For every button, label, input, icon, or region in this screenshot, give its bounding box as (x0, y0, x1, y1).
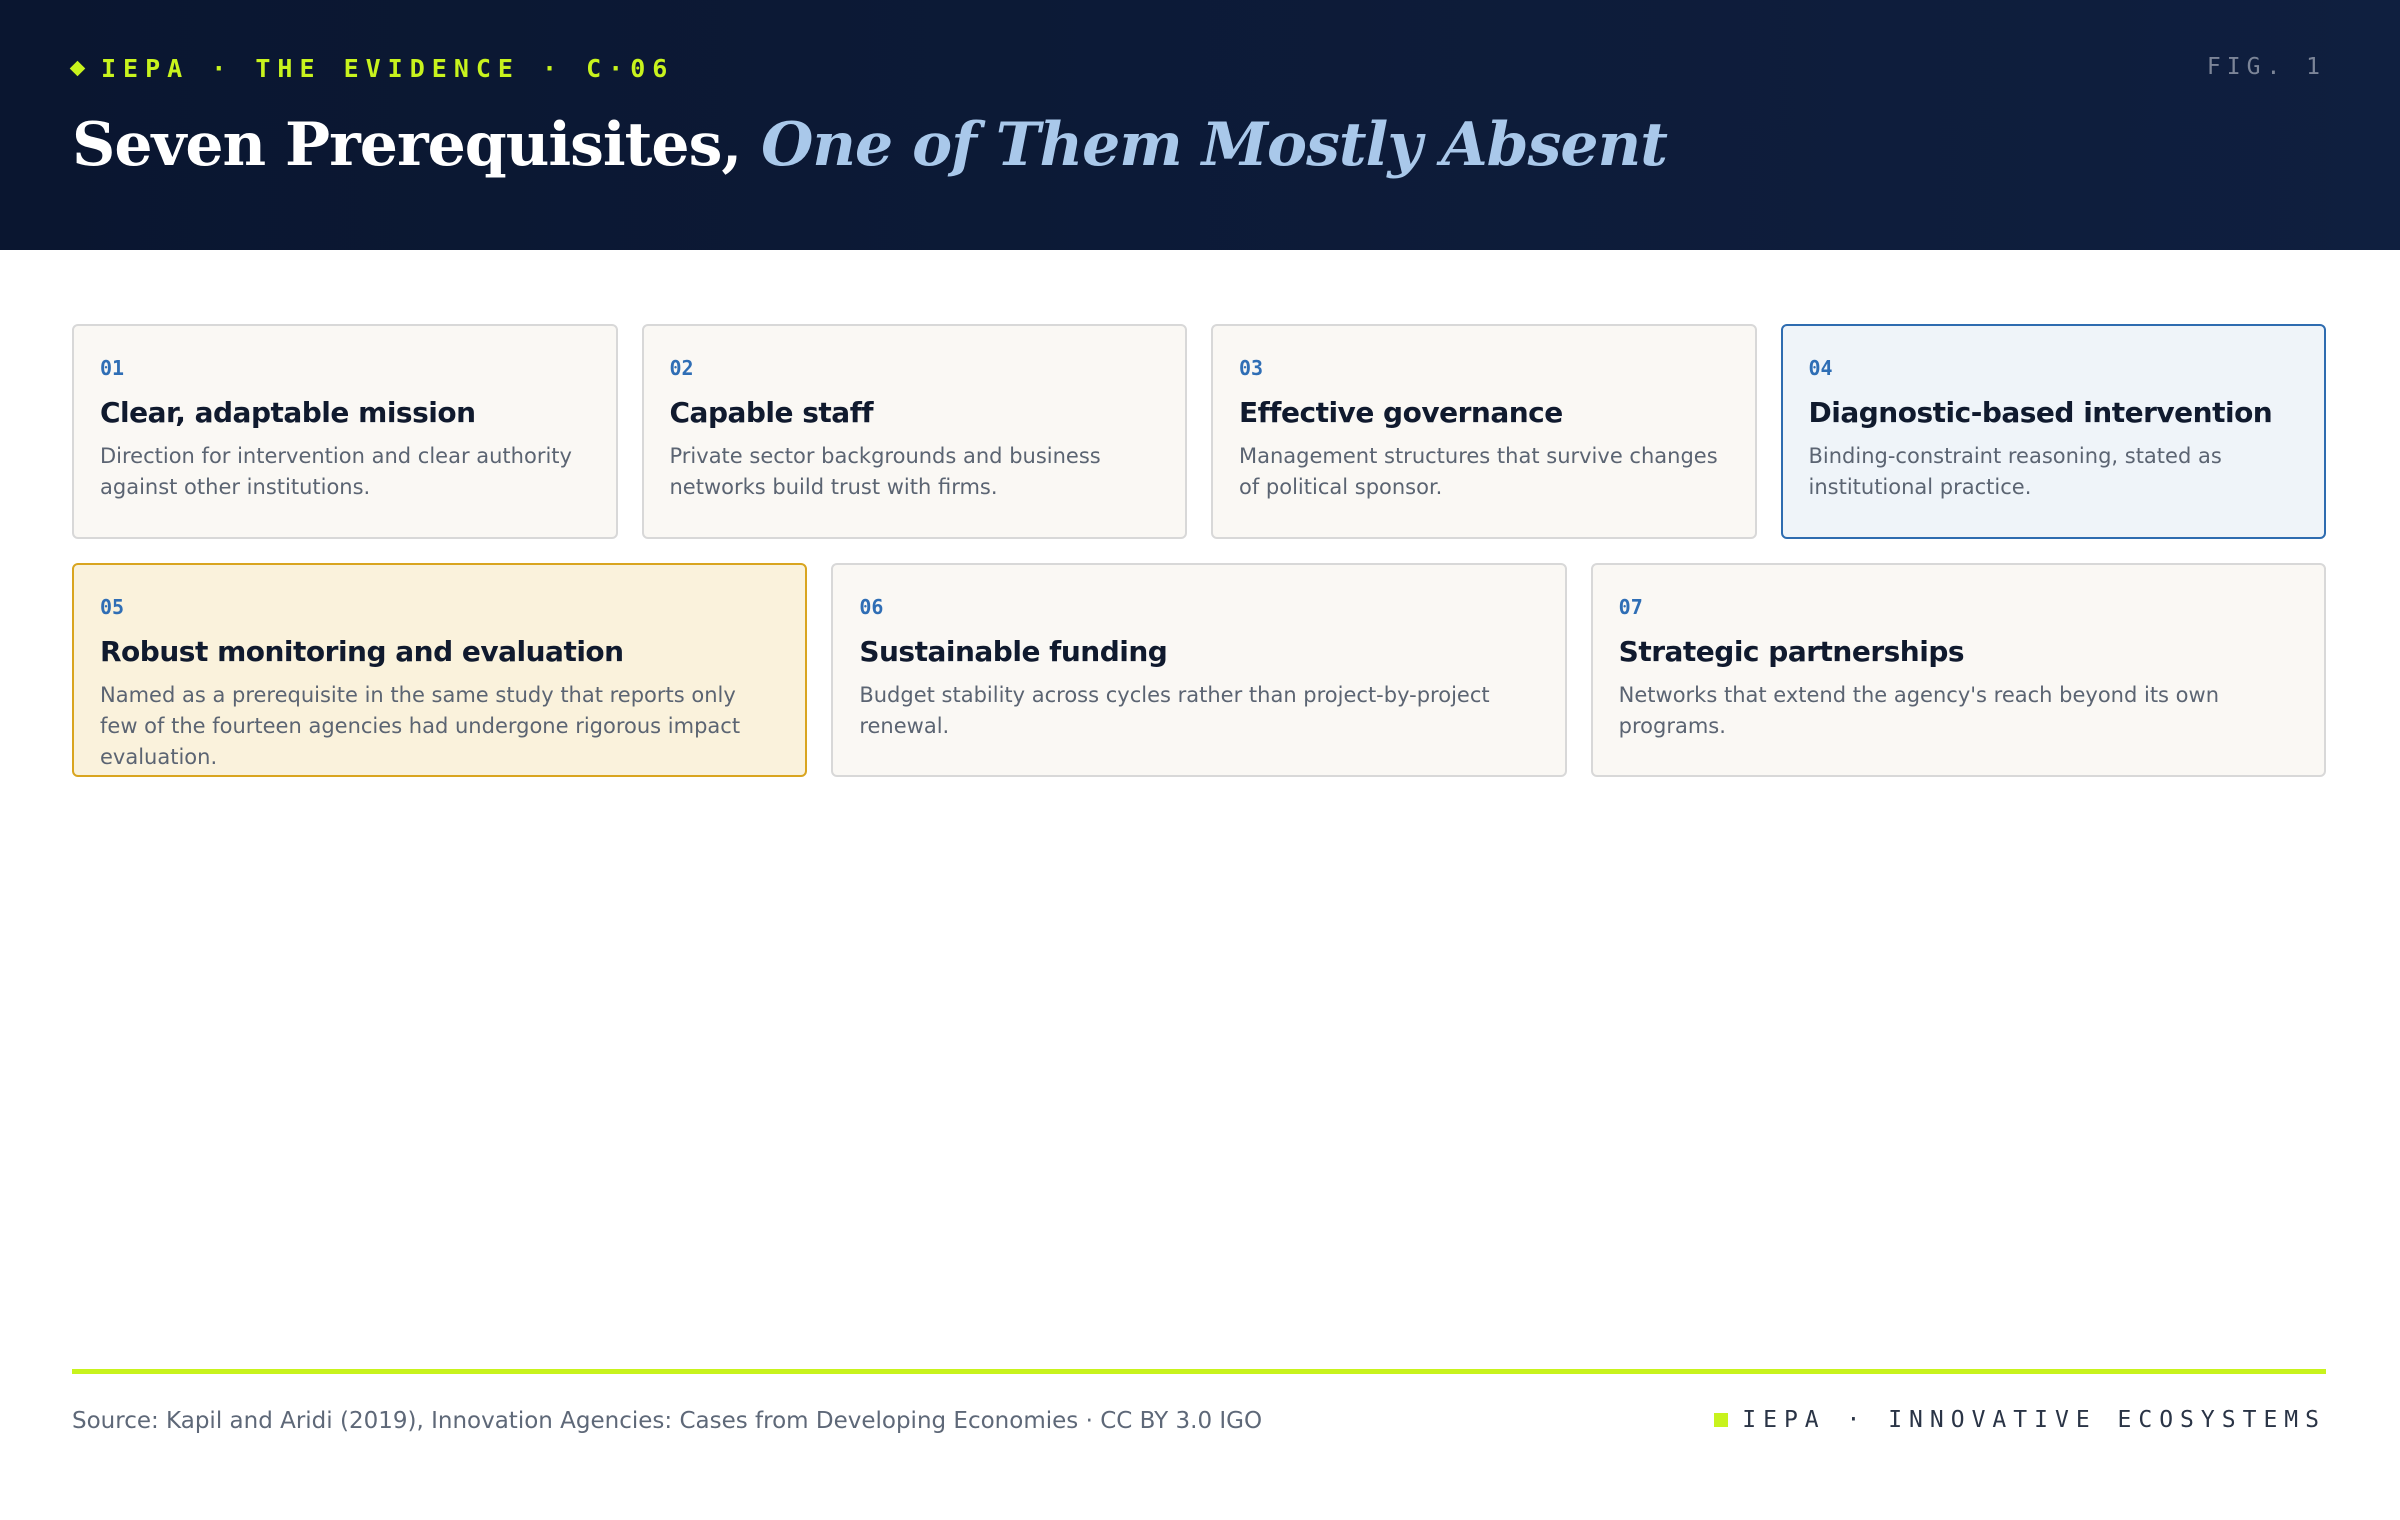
card: 07 Strategic partnerships Networks that ex… (1590, 563, 2326, 777)
kicker-text: IEPA · THE EVIDENCE · C·06 (101, 54, 675, 83)
card-text: Networks that extend the agency's reach … (1618, 683, 2220, 738)
card-number: 01 (100, 356, 125, 380)
card-text: Management structures that survive chang… (1239, 444, 1718, 499)
card-row: 01 Clear, adaptable mission Direction for … (72, 324, 2326, 539)
card: 04 Diagnostic-based intervention Binding-c… (1780, 324, 2326, 539)
card-row: 05 Robust monitoring and evaluation Named … (72, 563, 2326, 777)
card-number: 05 (100, 595, 125, 619)
brand: IEPA · INNOVATIVE ECOSYSTEMS (1714, 1407, 2326, 1433)
card: 01 Clear, adaptable mission Direction for … (72, 324, 618, 539)
source: Source: Kapil and Aridi (2019), Innovati… (72, 1408, 1263, 1434)
card: 06 Sustainable funding Budget stability ac… (831, 563, 1567, 777)
card-title: Strategic partnerships (1618, 635, 1965, 668)
card-number: 03 (1239, 356, 1264, 380)
card-number: 07 (1618, 595, 1643, 619)
card-title: Diagnostic-based intervention (1808, 396, 2273, 429)
brand-square (1714, 1413, 1729, 1427)
card-number: 06 (859, 595, 884, 619)
card: 05 Robust monitoring and evaluation Named … (72, 563, 808, 777)
card-title: Capable staff (669, 396, 874, 429)
card-title: Effective governance (1239, 396, 1563, 429)
card-text: Private sector backgrounds and business … (669, 444, 1101, 499)
card-text: Budget stability across cycles rather th… (859, 683, 1490, 738)
card-text: Named as a prerequisite in the same stud… (100, 683, 741, 769)
footer-rule (72, 1369, 2326, 1374)
kicker: IEPA · THE EVIDENCE · C·06 (69, 54, 675, 83)
card-text: Binding-constraint reasoning, stated as … (1808, 444, 2222, 499)
brand-text: IEPA · INNOVATIVE ECOSYSTEMS (1742, 1407, 2326, 1433)
header: IEPA · THE EVIDENCE · C·06 FIG. 1 Seven … (0, 0, 2400, 250)
card-number: 02 (669, 356, 694, 380)
card-title: Robust monitoring and evaluation (100, 635, 624, 668)
card-title: Clear, adaptable mission (100, 396, 476, 429)
cards: 01 Clear, adaptable mission Direction for … (72, 324, 2326, 801)
diamond-icon (69, 60, 86, 77)
title-main: Seven Prerequisites, (72, 110, 742, 180)
card-text: Direction for intervention and clear aut… (100, 444, 572, 499)
title: Seven Prerequisites, One of Them Mostly … (72, 110, 1668, 180)
figure-label: FIG. 1 (2206, 54, 2326, 80)
card-title: Sustainable funding (859, 635, 1168, 668)
title-emphasis: One of Them Mostly Absent (761, 110, 1668, 180)
card-number: 04 (1808, 356, 1833, 380)
card: 03 Effective governance Management structu… (1211, 324, 1757, 539)
card: 02 Capable staff Private sector background… (641, 324, 1187, 539)
